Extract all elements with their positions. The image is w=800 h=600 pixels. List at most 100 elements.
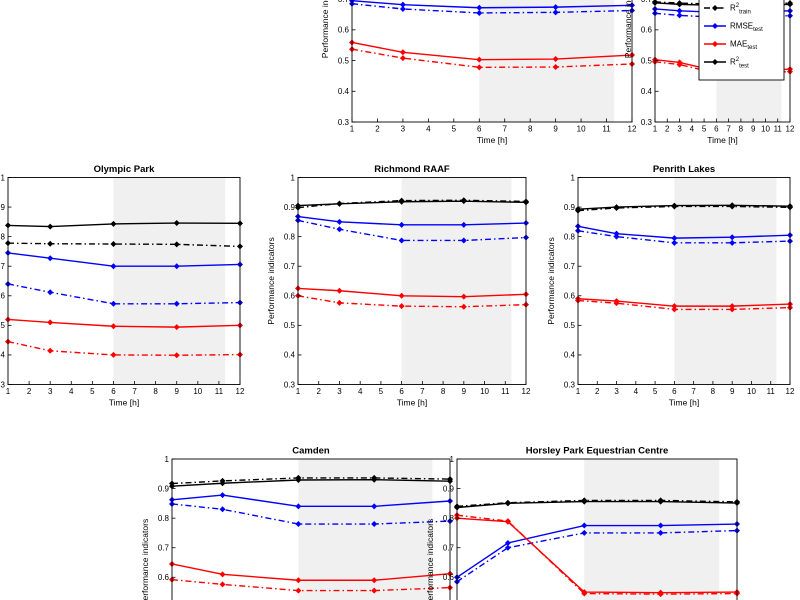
x-tick-label: 5 — [702, 125, 707, 134]
x-tick-label: 1 — [576, 387, 581, 396]
x-axis-label: Time [h] — [109, 398, 139, 408]
olympic-park-R2_test-marker — [47, 223, 54, 230]
x-tick-label: 1 — [296, 387, 301, 396]
camden-RMSE_train-marker — [295, 521, 302, 528]
richmond-raaf-RMSE_test-marker — [398, 221, 405, 228]
x-tick-label: 2 — [665, 125, 670, 134]
top-left-partial-RMSE_train-marker — [399, 5, 406, 12]
chart-title: Richmond RAAF — [374, 164, 450, 175]
camden-MAE_train-marker — [295, 587, 302, 594]
x-tick-label: 10 — [193, 387, 202, 396]
y-axis-label: Performance indicators — [623, 0, 633, 58]
y-axis-label: Performance indicators — [546, 237, 556, 324]
y-tick-label: 0.6 — [641, 26, 653, 35]
x-tick-label: 4 — [634, 387, 639, 396]
horsley-park-equestrian-centre-R2_test-marker — [581, 498, 588, 505]
x-tick-label: 7 — [132, 387, 137, 396]
penrith-lakes-MAE_test-marker — [613, 298, 620, 305]
top-left-partial-RMSE_train-marker — [476, 9, 483, 16]
olympic-park-R2_test-marker — [110, 220, 117, 227]
y-tick-label: 0.6 — [338, 26, 350, 35]
top-left-partial-RMSE_test-marker — [399, 1, 406, 8]
top-left-partial-RMSE_train-marker — [552, 9, 559, 16]
penrith-lakes-RMSE_train-marker — [671, 239, 678, 246]
y-tick-label: 0.8 — [443, 514, 455, 523]
x-tick-label: 12 — [236, 387, 245, 396]
olympic-park-R2_train-marker — [173, 241, 180, 248]
horsley-park-equestrian-centre-MAE_train-line — [456, 514, 738, 595]
richmond-raaf-R2_test-marker — [460, 198, 467, 205]
x-tick-label: 4 — [426, 125, 431, 134]
x-tick-label: 5 — [379, 387, 384, 396]
camden-MAE_test-marker — [295, 577, 302, 584]
y-tick-label: 0.8 — [158, 514, 170, 523]
richmond-raaf-MAE_test-marker — [336, 287, 343, 294]
chart-penrith-lakes: 1 2 3 4 5 6 7 8 9 10 11 120.30.40.50.60.70.80.91Pen… — [546, 164, 795, 408]
x-tick-label: 9 — [175, 387, 180, 396]
camden-R2_test-marker — [295, 476, 302, 483]
y-tick-label: 0.4 — [284, 351, 296, 360]
x-tick-label: 5 — [653, 387, 658, 396]
penrith-lakes-MAE_train-marker — [729, 306, 736, 313]
x-tick-label: 7 — [691, 387, 696, 396]
x-tick-label: 10 — [480, 387, 489, 396]
horsley-park-equestrian-centre-RMSE_train-marker — [581, 529, 588, 536]
richmond-raaf-RMSE_train-marker — [336, 226, 343, 233]
richmond-raaf-MAE_train-marker — [460, 303, 467, 310]
olympic-park-RMSE_train-marker — [173, 300, 180, 307]
y-tick-label: 0.8 — [284, 232, 296, 241]
legend-label: R2test — [730, 57, 749, 70]
x-tick-label: 9 — [462, 387, 467, 396]
x-tick-label: 3 — [614, 387, 619, 396]
richmond-raaf-MAE_test-marker — [460, 293, 467, 300]
olympic-park-R2_train-line — [7, 242, 241, 248]
x-tick-label: 2 — [317, 387, 322, 396]
x-tick-label: 3 — [48, 387, 53, 396]
horsley-park-equestrian-centre-RMSE_test-marker — [657, 522, 664, 529]
y-tick-label: 0.8 — [0, 232, 6, 241]
y-tick-label: 0.9 — [158, 484, 170, 493]
y-tick-label: 0.6 — [564, 292, 576, 301]
chart-title: Camden — [292, 446, 330, 457]
top-left-partial-RMSE_test-marker — [552, 4, 559, 11]
chart-title: Horsley Park Equestrian Centre — [526, 446, 669, 457]
y-tick-label: 0.3 — [641, 118, 653, 127]
horsley-park-equestrian-centre-R2_test-marker — [657, 498, 664, 505]
y-tick-label: 0.9 — [443, 484, 455, 493]
x-tick-label: 3 — [677, 125, 682, 134]
x-tick-label: 11 — [501, 387, 510, 396]
y-axis-label: Performance indicators — [425, 519, 435, 600]
top-left-partial-RMSE_test-marker — [476, 4, 483, 11]
top-left-partial-MAE_test-marker — [552, 56, 559, 63]
x-tick-label: 12 — [522, 387, 531, 396]
richmond-raaf-RMSE_train-marker — [398, 237, 405, 244]
top-left-partial-MAE_test-marker — [399, 49, 406, 56]
y-tick-label: 0.5 — [338, 56, 350, 65]
camden-RMSE_test-marker — [219, 492, 226, 499]
y-tick-label: 0.5 — [641, 56, 653, 65]
x-tick-label: 8 — [528, 125, 533, 134]
olympic-park-RMSE_train-marker — [47, 289, 54, 296]
x-tick-label: 5 — [90, 387, 95, 396]
olympic-park-MAE_train-line — [7, 340, 241, 356]
olympic-park-RMSE_test-marker — [110, 263, 117, 270]
x-tick-label: 6 — [399, 387, 404, 396]
y-tick-label: 0.7 — [564, 262, 576, 271]
y-tick-label: 0.8 — [564, 232, 576, 241]
x-tick-label: 11 — [602, 125, 611, 134]
x-tick-label: 2 — [595, 387, 600, 396]
chart-title: Olympic Park — [94, 164, 155, 175]
y-tick-label: 0.3 — [284, 380, 296, 389]
x-tick-label: 9 — [553, 125, 558, 134]
legend-item-rmse-test: RMSEtest — [704, 22, 763, 33]
x-tick-label: 12 — [786, 125, 795, 134]
richmond-raaf-R2_test-marker — [336, 200, 343, 207]
x-tick-label: 10 — [761, 125, 770, 134]
olympic-park-MAE_train-marker — [173, 352, 180, 359]
forecast-shade-band — [479, 0, 615, 122]
axes-box — [351, 0, 633, 123]
richmond-raaf-MAE_train-marker — [336, 299, 343, 306]
x-tick-label: 1 — [6, 387, 11, 396]
camden-MAE_train-marker — [219, 581, 226, 588]
x-tick-label: 6 — [714, 125, 719, 134]
